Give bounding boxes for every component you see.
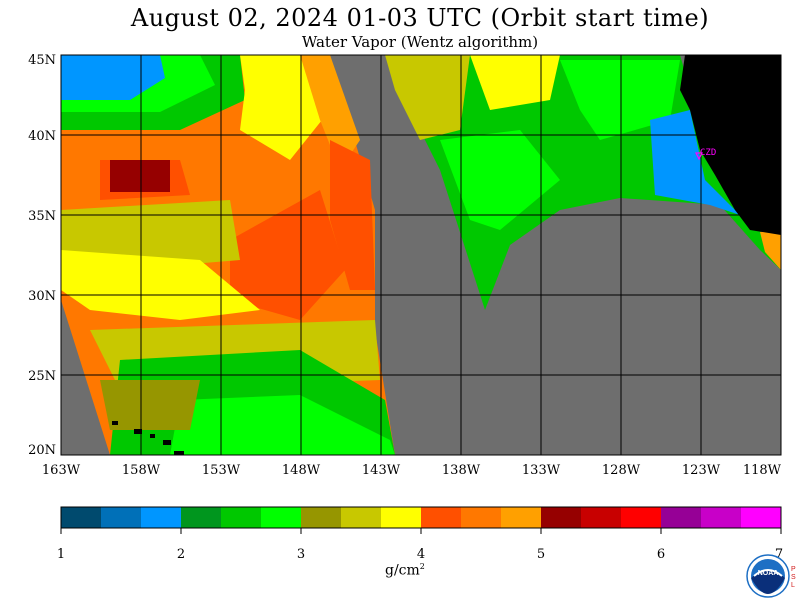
map-border [60,54,782,456]
colorbar-tick-label: 1 [57,547,65,562]
colorbar-units: g/cm2 [385,562,425,579]
lon-label: 133W [522,463,561,478]
colorbar-ticks: 1 2 3 4 5 6 7 [57,547,783,562]
lon-label: 153W [202,463,241,478]
colorbar-tick-label: 7 [775,547,783,562]
colorbar-swatch [181,507,222,528]
map-subtitle: Water Vapor (Wentz algorithm) [301,33,539,51]
colorbar-swatch [301,507,342,528]
lon-label: 143W [362,463,401,478]
lat-label: 45N [28,53,56,68]
colorbar-swatch [461,507,502,528]
colorbar-swatch [261,507,302,528]
colorbar-swatch [701,507,742,528]
lat-label: 20N [28,443,56,458]
colorbar-swatch [501,507,542,528]
colorbar-swatch [341,507,382,528]
station-label: CZD [700,148,716,158]
lat-lon-grid [61,55,781,455]
lon-label: 148W [282,463,321,478]
map-title: August 02, 2024 01-03 UTC (Orbit start t… [130,4,710,32]
colorbar-tick-label: 3 [297,547,305,562]
colorbar-tick-label: 5 [537,547,545,562]
noaa-logo-icon: NOAA [746,554,790,598]
colorbar-swatch [381,507,422,528]
colorbar-swatch [741,507,782,528]
colorbar-tick-label: 6 [657,547,665,562]
colorbar-swatch [581,507,622,528]
latitude-axis: 45N 40N 35N 30N 25N 20N [28,53,56,458]
lat-label: 40N [28,129,56,144]
logo-text: NOAA [758,570,779,577]
colorbar-tick-label: 4 [417,547,425,562]
land-mass [680,55,781,235]
station-triangle-icon [695,152,703,161]
station-marker-czd: CZD [695,148,716,161]
lon-label: 138W [442,463,481,478]
longitude-axis: 163W 158W 153W 148W 143W 138W 133W 128W … [42,463,782,478]
colorbar-swatch [541,507,582,528]
colorbar-swatch [61,507,102,528]
lon-label: 128W [602,463,641,478]
lon-label: 123W [682,463,721,478]
high-value-patch [110,160,170,192]
lon-label: 158W [122,463,161,478]
map-field: CZD [61,55,781,455]
colorbar-swatch [661,507,702,528]
lat-label: 35N [28,209,56,224]
colorbar-tick-label: 2 [177,547,185,562]
colorbar-swatch [101,507,142,528]
colorbar-swatch [141,507,182,528]
hawaiian-islands [112,421,184,455]
colorbar [60,506,782,534]
lat-label: 30N [28,289,56,304]
lon-label: 118W [743,463,782,478]
colorbar-swatch [421,507,462,528]
colorbar-swatch [621,507,662,528]
lon-label: 163W [42,463,81,478]
lat-label: 25N [28,369,56,384]
colorbar-swatch [221,507,262,528]
